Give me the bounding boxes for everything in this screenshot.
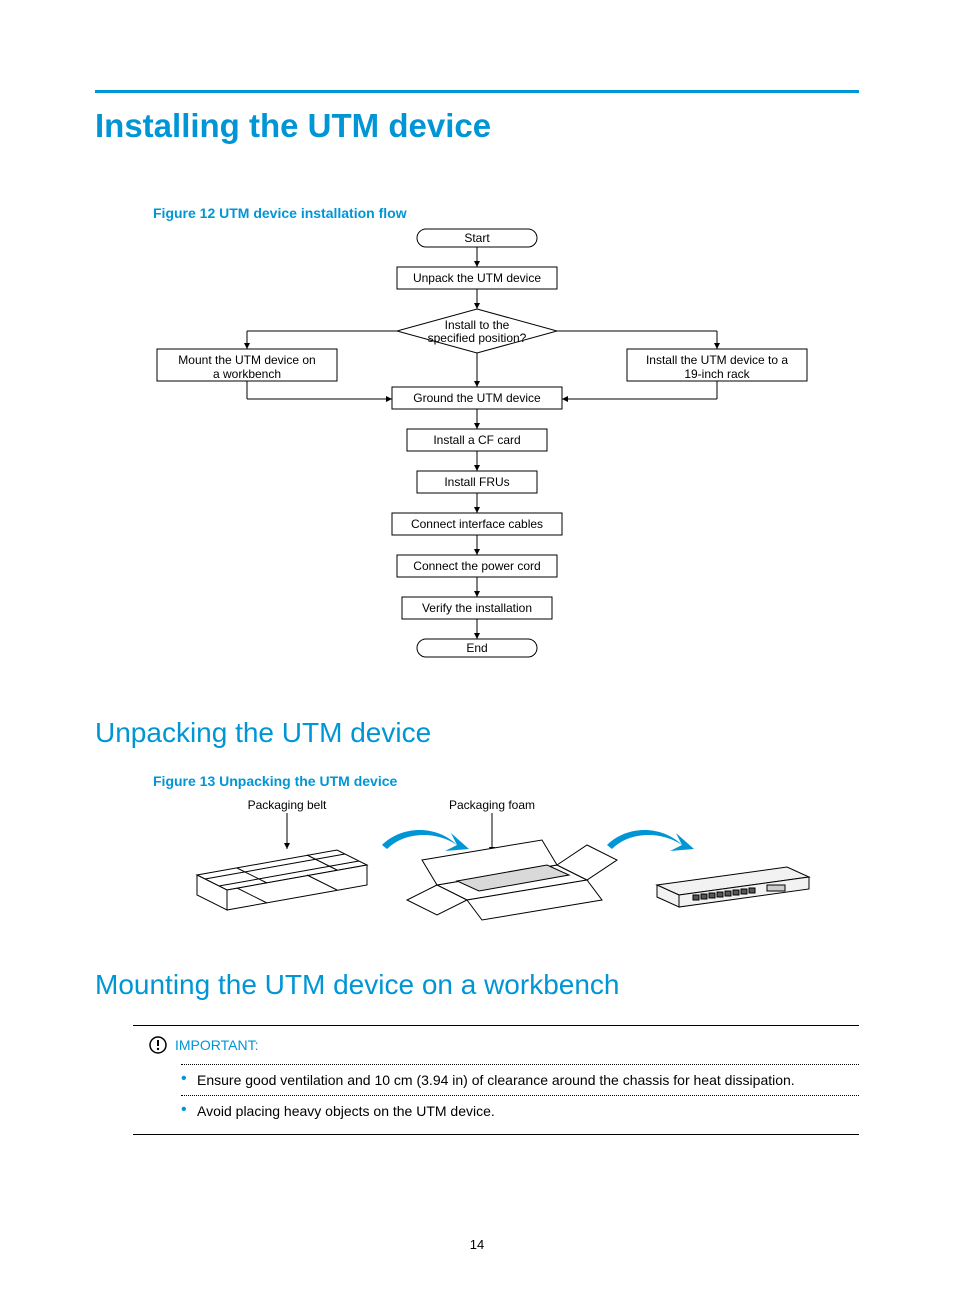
page-title: Installing the UTM device <box>95 107 859 145</box>
important-icon <box>149 1036 167 1054</box>
flow-left-l1: Mount the UTM device on <box>178 353 315 367</box>
figure-13-caption: Figure 13 Unpacking the UTM device <box>153 773 859 789</box>
label-packaging-belt: Packaging belt <box>248 798 327 812</box>
flow-power: Connect the power cord <box>413 559 540 573</box>
flow-frus: Install FRUs <box>444 475 509 489</box>
important-item: •Ensure good ventilation and 10 cm (3.94… <box>181 1065 859 1096</box>
page-number: 14 <box>0 1237 954 1252</box>
figure-12-caption: Figure 12 UTM device installation flow <box>153 205 859 221</box>
figure-13-illustration: Packaging belt Packaging foam <box>95 795 859 925</box>
top-rule <box>95 90 859 93</box>
flow-end: End <box>466 641 487 655</box>
flow-cf: Install a CF card <box>433 433 520 447</box>
flowchart-figure-12: Start Unpack the UTM device Install to t… <box>95 227 859 669</box>
flow-right-l1: Install the UTM device to a <box>646 353 788 367</box>
heading-mounting: Mounting the UTM device on a workbench <box>95 969 859 1001</box>
important-item: •Avoid placing heavy objects on the UTM … <box>181 1096 859 1126</box>
flow-left-l2: a workbench <box>213 367 281 381</box>
flow-right-l2: 19-inch rack <box>684 367 750 381</box>
flow-decision-l2: specified position? <box>428 331 527 345</box>
flow-decision-l1: Install to the <box>445 318 510 332</box>
flow-ground: Ground the UTM device <box>413 391 541 405</box>
important-callout: IMPORTANT: •Ensure good ventilation and … <box>133 1025 859 1135</box>
flow-unpack: Unpack the UTM device <box>413 271 541 285</box>
important-label: IMPORTANT: <box>175 1037 259 1053</box>
label-packaging-foam: Packaging foam <box>449 798 535 812</box>
flow-verify: Verify the installation <box>422 601 532 615</box>
important-list: •Ensure good ventilation and 10 cm (3.94… <box>181 1064 859 1126</box>
flow-cables: Connect interface cables <box>411 517 543 531</box>
flow-start: Start <box>464 231 490 245</box>
heading-unpacking: Unpacking the UTM device <box>95 717 859 749</box>
